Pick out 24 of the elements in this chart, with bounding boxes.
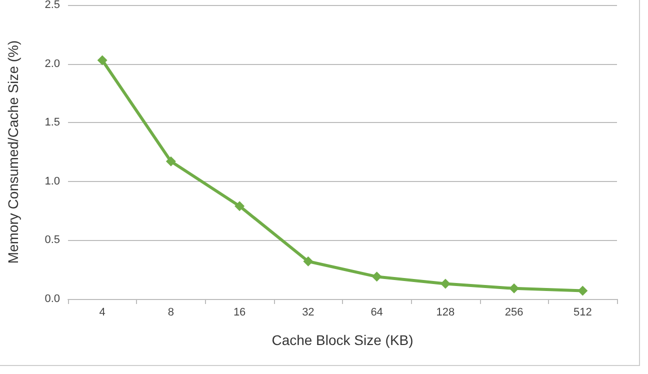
y-tick-label: 1.0 xyxy=(44,175,60,188)
x-tick-label: 128 xyxy=(436,306,455,318)
y-tick-label: 2.0 xyxy=(44,58,60,70)
point xyxy=(166,156,176,166)
y-axis-title: Memory Consumed/Cache Size (%) xyxy=(5,40,21,264)
y-tick-label: 0.5 xyxy=(44,234,60,246)
x-tick-label: 512 xyxy=(574,306,592,318)
point xyxy=(97,55,108,66)
x-tick-label: 16 xyxy=(233,306,246,318)
x-tick-label: 4 xyxy=(99,306,106,318)
point xyxy=(440,278,450,289)
x-tick-label: 64 xyxy=(370,306,383,318)
point xyxy=(509,283,520,294)
x-axis-title: Cache Block Size (KB) xyxy=(272,332,414,348)
y-tick-label: 2.5 xyxy=(44,0,60,11)
point xyxy=(234,201,245,212)
y-tick-label: 1.5 xyxy=(44,116,60,129)
point xyxy=(578,286,588,296)
point xyxy=(372,272,382,282)
x-tick-label: 8 xyxy=(168,306,174,318)
x-tick-label: 256 xyxy=(504,306,524,318)
x-tick-label: 32 xyxy=(302,306,314,318)
y-tick-label: 0.0 xyxy=(44,293,60,305)
point xyxy=(303,256,314,266)
